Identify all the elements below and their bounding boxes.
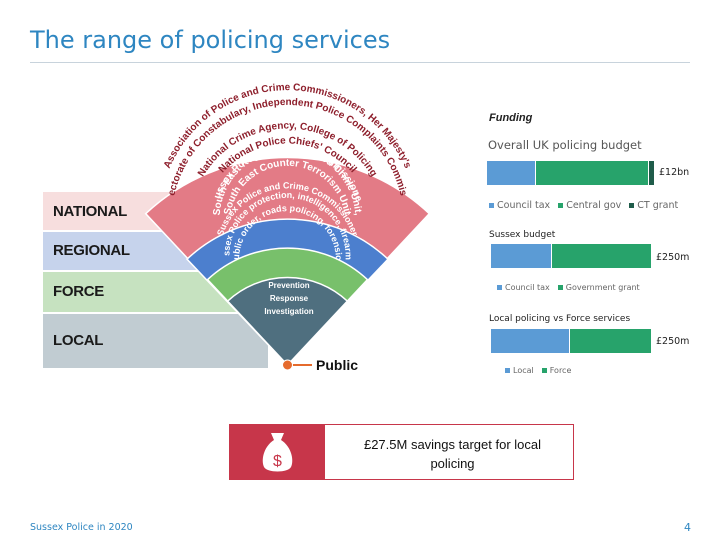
legend-item: Government grant	[557, 283, 640, 292]
savings-text-line1: £27.5M savings target for local	[363, 437, 542, 452]
local-service-response: Response	[270, 294, 309, 303]
legend-swatch	[629, 203, 635, 208]
savings-icon-panel: $	[230, 425, 325, 479]
tier-label-local: LOCAL	[53, 332, 104, 349]
legend-item: CT grant	[629, 200, 678, 211]
legend-swatch	[505, 368, 510, 373]
bar-segment-council-tax	[487, 161, 535, 185]
money-bag-icon: $	[262, 433, 293, 472]
tier-label-force: FORCE	[53, 283, 105, 300]
bar-value-sussex: £250m	[656, 252, 690, 263]
bar-segment-ct-grant	[648, 161, 654, 185]
page-title: The range of policing services	[30, 26, 391, 54]
legend-item: Central gov	[558, 200, 621, 211]
legend-swatch	[557, 285, 563, 290]
legend-label: CT grant	[637, 200, 679, 211]
legend-label: Central gov	[566, 200, 622, 211]
bar-value-local-force: £250m	[656, 336, 690, 347]
local-service-prevention: Prevention	[268, 281, 309, 290]
bar-segment-central-gov	[534, 161, 649, 185]
chart-title-uk: Overall UK policing budget	[488, 138, 642, 152]
legend-local-force: Local Force	[505, 366, 571, 375]
legend-swatch	[558, 203, 564, 208]
bar-segment-council-tax	[491, 244, 552, 268]
tier-band-local	[43, 314, 268, 368]
legend-swatch	[497, 285, 502, 290]
legend-label: Force	[549, 366, 572, 375]
legend-swatch	[489, 203, 494, 208]
bar-sussex-budget	[491, 244, 651, 268]
savings-text-line2: policing	[430, 456, 475, 471]
bar-value-uk: £12bn	[659, 167, 690, 178]
public-label: Public	[316, 357, 358, 373]
savings-text: £27.5M savings target for local policing	[340, 435, 565, 473]
tier-label-regional: REGIONAL	[53, 242, 130, 259]
legend-label: Local	[513, 366, 534, 375]
bar-uk-budget	[487, 161, 654, 185]
funding-title: Funding	[489, 112, 533, 124]
tier-label-national: NATIONAL	[53, 203, 127, 220]
bar-segment-force	[568, 329, 651, 353]
legend-sussex: Council tax Government grant	[497, 283, 640, 292]
legend-item: Council tax	[489, 200, 550, 211]
legend-swatch	[541, 368, 547, 373]
local-service-investigation: Investigation	[264, 307, 313, 316]
savings-callout: $ £27.5M savings target for local polici…	[229, 424, 574, 480]
legend-item: Local	[505, 366, 534, 375]
chart-title-local-force: Local policing vs Force services	[489, 314, 631, 324]
legend-uk: Council tax Central gov CT grant	[489, 200, 678, 211]
bar-segment-government-grant	[551, 244, 651, 268]
bar-segment-local	[491, 329, 569, 353]
chart-title-sussex: Sussex budget	[489, 230, 556, 240]
footer-text: Sussex Police in 2020	[30, 522, 133, 533]
arc-local	[226, 276, 349, 367]
legend-label: Council tax	[497, 200, 551, 211]
legend-label: Council tax	[505, 283, 550, 292]
title-divider	[30, 62, 690, 63]
legend-item: Force	[541, 366, 572, 375]
legend-item: Council tax	[497, 283, 550, 292]
legend-label: Government grant	[565, 283, 640, 292]
page-number: 4	[684, 521, 691, 534]
public-marker	[282, 359, 293, 371]
bar-local-vs-force	[491, 329, 651, 353]
dollar-symbol: $	[273, 453, 282, 470]
